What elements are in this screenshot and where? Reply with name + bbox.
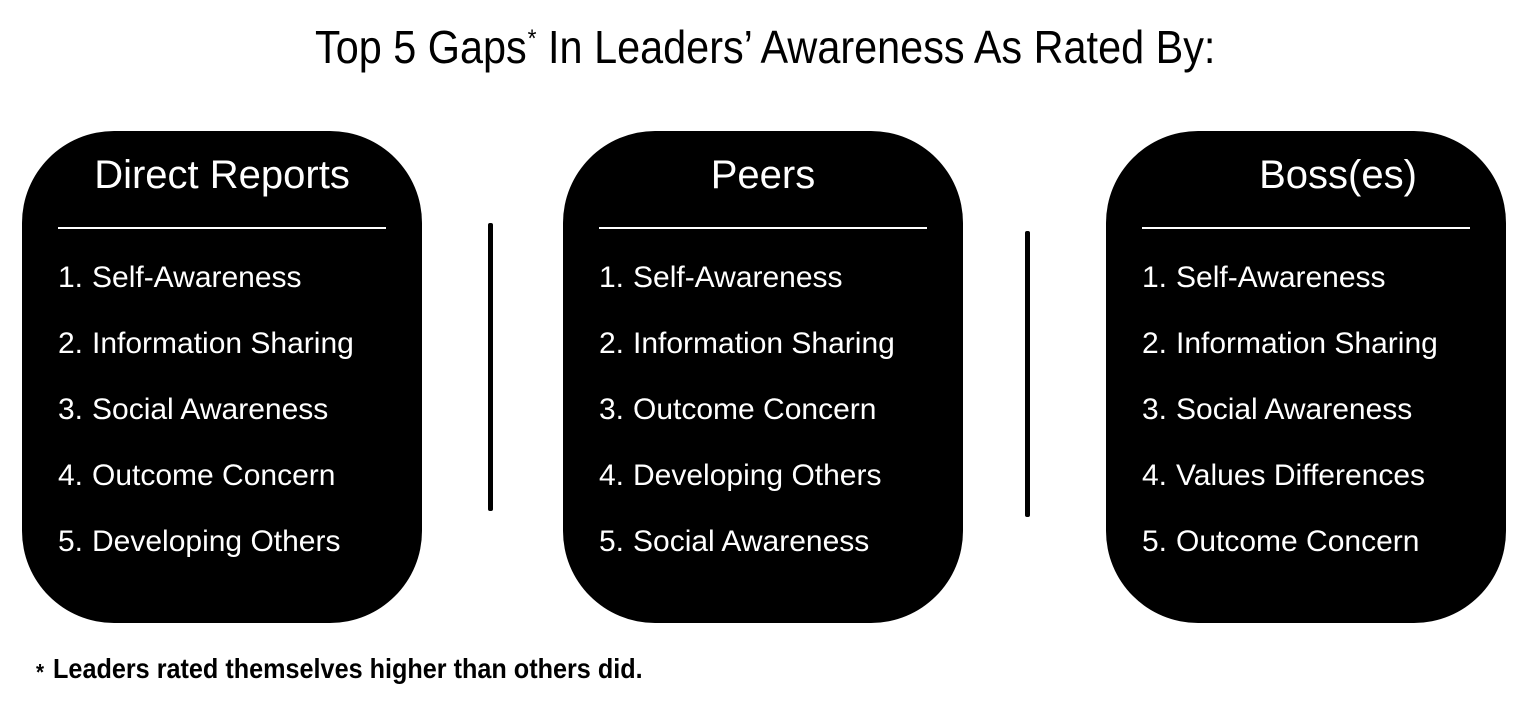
list-item: 4. Values Differences [1142, 457, 1496, 495]
item-number: 4. [58, 459, 84, 492]
item-number: 5. [1142, 525, 1168, 558]
list-item: 5. Developing Others [58, 523, 412, 561]
footnote: * Leaders rated themselves higher than ot… [36, 651, 710, 688]
item-number: 2. [599, 327, 625, 360]
item-number: 1. [58, 261, 84, 294]
gap-list: 1. Self-Awareness 2. Information Sharing… [22, 229, 422, 561]
list-item: 1. Self-Awareness [58, 259, 412, 297]
footnote-text-wrap: * Leaders rated themselves higher than ot… [36, 651, 643, 688]
vertical-divider [1025, 231, 1030, 517]
list-item: 3. Social Awareness [58, 391, 412, 429]
page-title: Top 5 Gaps* In Leaders’ Awareness As Rat… [0, 20, 1530, 75]
item-number: 3. [599, 393, 625, 426]
list-item: 1. Self-Awareness [599, 259, 953, 297]
item-number: 2. [1142, 327, 1168, 360]
item-number: 4. [599, 459, 625, 492]
item-label: Self-Awareness [633, 261, 843, 294]
item-label: Developing Others [633, 459, 882, 492]
panel-heading: Direct Reports [94, 153, 350, 197]
list-item: 2. Information Sharing [58, 325, 412, 363]
panel-heading: Peers [710, 153, 816, 197]
item-label: Social Awareness [633, 525, 870, 558]
item-label: Self-Awareness [92, 261, 302, 294]
heading-underline [58, 227, 386, 229]
list-item: 2. Information Sharing [599, 325, 953, 363]
item-label: Developing Others [92, 525, 341, 558]
panel-heading: Boss(es) [1259, 153, 1417, 197]
gap-list: 1. Self-Awareness 2. Information Sharing… [1106, 229, 1506, 561]
title-part-2: In Leaders’ Awareness As Rated By: [536, 21, 1216, 73]
list-item: 5. Outcome Concern [1142, 523, 1496, 561]
vertical-divider [488, 223, 493, 511]
footnote-text: Leaders rated themselves higher than oth… [53, 653, 643, 684]
title-part-1: Top 5 Gaps [314, 21, 527, 73]
panel-peers: Peers 1. Self-Awareness 2. Information S… [563, 131, 963, 623]
item-label: Social Awareness [92, 393, 329, 426]
list-item: 5. Social Awareness [599, 523, 953, 561]
item-label: Outcome Concern [92, 459, 336, 492]
item-label: Outcome Concern [633, 393, 877, 426]
item-number: 3. [58, 393, 84, 426]
title-asterisk: * [527, 25, 537, 54]
list-item: 3. Social Awareness [1142, 391, 1496, 429]
item-label: Social Awareness [1176, 393, 1413, 426]
list-item: 4. Outcome Concern [58, 457, 412, 495]
item-number: 5. [58, 525, 84, 558]
item-label: Self-Awareness [1176, 261, 1386, 294]
item-label: Information Sharing [633, 327, 895, 360]
item-number: 5. [599, 525, 625, 558]
page-title-text: Top 5 Gaps* In Leaders’ Awareness As Rat… [315, 20, 1215, 75]
gap-list: 1. Self-Awareness 2. Information Sharing… [563, 229, 963, 561]
item-number: 4. [1142, 459, 1168, 492]
item-label: Information Sharing [92, 327, 354, 360]
heading-underline [599, 227, 927, 229]
item-label: Information Sharing [1176, 327, 1438, 360]
list-item: 2. Information Sharing [1142, 325, 1496, 363]
panel-direct-reports: Direct Reports 1. Self-Awareness 2. Info… [22, 131, 422, 623]
item-label: Values Differences [1176, 459, 1426, 492]
item-label: Outcome Concern [1176, 525, 1420, 558]
list-item: 1. Self-Awareness [1142, 259, 1496, 297]
footnote-asterisk: * [36, 659, 45, 686]
list-item: 3. Outcome Concern [599, 391, 953, 429]
list-item: 4. Developing Others [599, 457, 953, 495]
item-number: 2. [58, 327, 84, 360]
item-number: 1. [1142, 261, 1168, 294]
heading-underline [1142, 227, 1470, 229]
panel-bosses: Boss(es) 1. Self-Awareness 2. Informatio… [1106, 131, 1506, 623]
item-number: 1. [599, 261, 625, 294]
item-number: 3. [1142, 393, 1168, 426]
